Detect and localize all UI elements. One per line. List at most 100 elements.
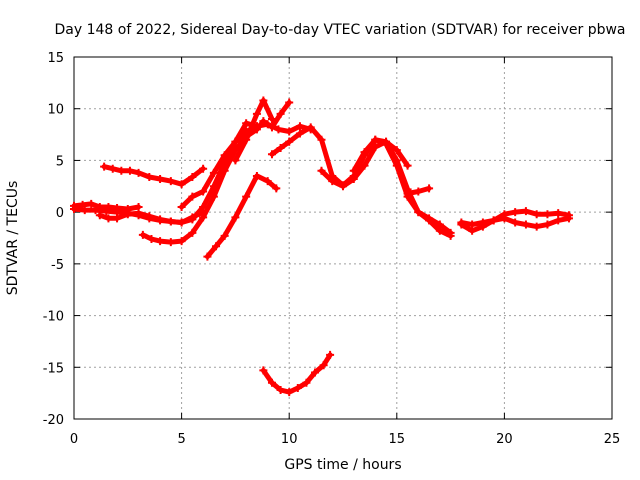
data-point <box>188 192 197 201</box>
data-point <box>263 177 272 186</box>
y-tick-label: 10 <box>47 103 64 118</box>
data-point <box>274 125 283 134</box>
y-tick-label: -20 <box>43 413 64 428</box>
series-line <box>351 137 454 236</box>
data-point <box>104 214 113 223</box>
data-point <box>339 182 347 191</box>
data-point <box>267 378 276 387</box>
series-group <box>70 96 573 397</box>
data-point <box>543 220 552 229</box>
data-point <box>302 378 311 387</box>
data-point <box>285 98 294 107</box>
data-point <box>78 200 87 209</box>
data-point <box>209 192 218 201</box>
data-point <box>177 180 186 189</box>
data-point <box>263 120 272 129</box>
data-point <box>414 208 423 217</box>
data-point <box>104 202 113 211</box>
data-point <box>392 146 401 155</box>
data-point <box>108 164 117 173</box>
data-point <box>117 166 126 175</box>
data-point <box>371 142 380 151</box>
data-point <box>349 166 358 175</box>
data-point <box>446 228 455 237</box>
data-point <box>188 228 197 237</box>
data-point <box>554 216 563 225</box>
data-point <box>259 96 268 105</box>
data-point <box>311 368 320 377</box>
y-axis-label: SDTVAR / TECUs <box>5 181 21 296</box>
data-point <box>100 162 109 171</box>
data-point <box>125 166 134 175</box>
data-point <box>317 166 326 175</box>
data-point <box>252 109 261 118</box>
data-point <box>272 184 281 193</box>
data-point <box>231 213 240 222</box>
data-point <box>285 137 294 146</box>
data-point <box>360 161 369 170</box>
data-point <box>543 210 552 219</box>
data-point <box>203 252 212 261</box>
data-point <box>532 222 541 231</box>
series-arc-15 <box>457 214 573 231</box>
data-point <box>328 177 337 186</box>
y-tick-label: -15 <box>43 361 64 376</box>
data-point <box>532 210 541 219</box>
data-point <box>188 172 197 181</box>
data-point <box>166 177 175 186</box>
data-point <box>403 161 412 170</box>
data-point <box>199 187 208 196</box>
data-point <box>188 215 197 224</box>
data-point <box>371 135 380 144</box>
data-point <box>220 166 229 175</box>
data-point <box>113 204 122 213</box>
data-point <box>156 215 165 224</box>
data-point <box>403 189 412 198</box>
data-point <box>147 235 156 244</box>
data-point <box>306 123 315 132</box>
series-arc-12 <box>349 135 455 237</box>
series-arc-6 <box>177 120 315 211</box>
chart-title: Day 148 of 2022, Sidereal Day-to-day VTE… <box>54 22 625 38</box>
data-point <box>295 122 304 131</box>
x-tick-label: 10 <box>281 432 298 447</box>
data-point <box>293 383 302 392</box>
axis-ticks: 0 5 10 15 20 25 -20 -15 -10 -5 0 5 10 15 <box>43 51 621 447</box>
data-point <box>199 164 208 173</box>
x-tick-label: 20 <box>496 432 513 447</box>
data-point <box>199 213 208 222</box>
data-point <box>554 209 563 218</box>
data-point <box>478 218 487 227</box>
series-arc-7 <box>203 171 281 261</box>
series-arc-10 <box>267 123 455 240</box>
plot-frame <box>73 56 613 420</box>
data-point <box>500 214 509 223</box>
data-point <box>252 171 261 180</box>
series-line <box>101 164 206 187</box>
data-point <box>392 161 401 170</box>
x-axis-label: GPS time / hours <box>284 457 401 473</box>
data-point <box>231 156 240 165</box>
y-tick-label: 15 <box>47 51 64 66</box>
data-point <box>317 135 326 144</box>
data-point <box>319 361 328 370</box>
y-tick-label: 0 <box>56 206 64 221</box>
data-point <box>489 216 498 225</box>
data-point <box>521 220 530 229</box>
data-point <box>80 206 89 215</box>
data-point <box>231 137 240 146</box>
series-arc-11 <box>317 137 412 191</box>
data-point <box>276 386 285 395</box>
data-point <box>145 212 154 221</box>
data-point <box>156 175 165 184</box>
data-point <box>564 214 573 223</box>
data-point <box>242 119 251 128</box>
series-arc-9 <box>267 98 294 132</box>
data-point <box>220 231 229 240</box>
data-point <box>212 242 221 251</box>
data-point <box>242 135 251 144</box>
data-point <box>511 218 520 227</box>
x-tick-label: 25 <box>604 432 621 447</box>
data-point <box>425 184 434 193</box>
data-point <box>414 187 423 196</box>
